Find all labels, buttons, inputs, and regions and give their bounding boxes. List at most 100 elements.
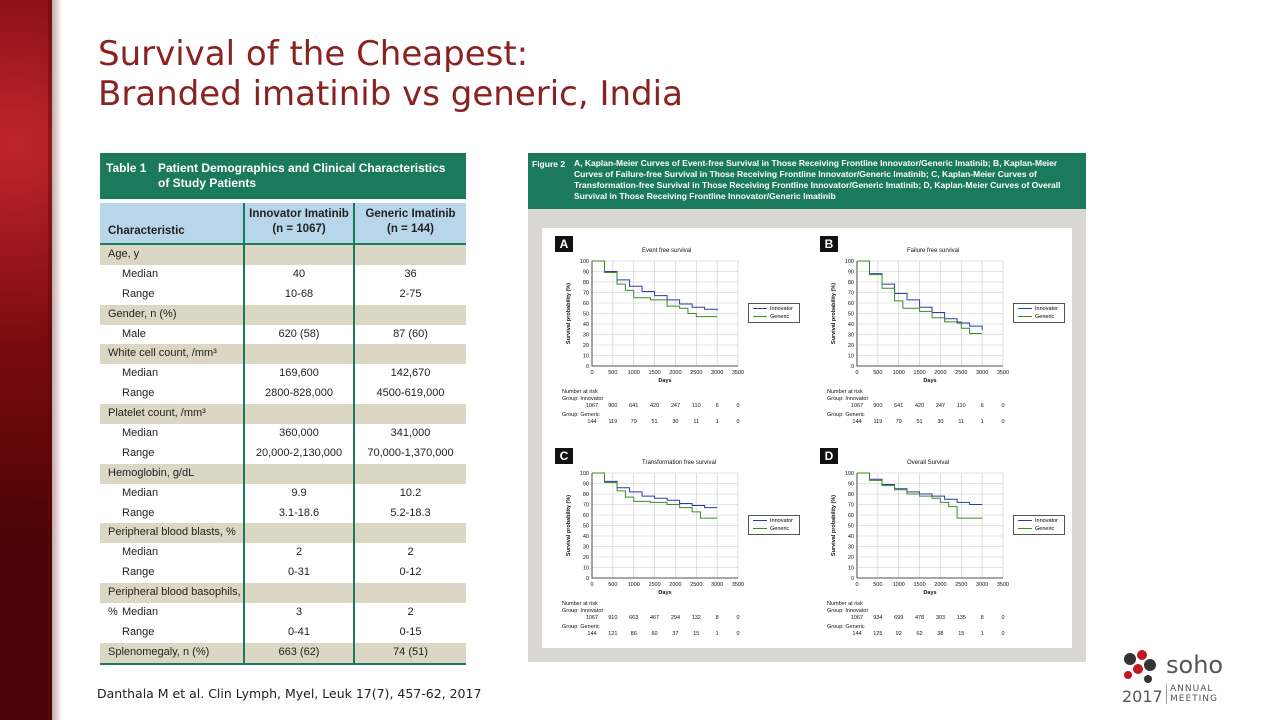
y-tick-label: 60 xyxy=(583,513,589,519)
x-tick-label: 1000 xyxy=(893,582,905,588)
legend: Innovator Generic xyxy=(748,515,800,535)
x-axis-label: Days xyxy=(923,590,936,596)
legend-swatch xyxy=(753,528,767,530)
table-cell-generic: 4500-619,000 xyxy=(353,384,466,405)
risk-value: 1067 xyxy=(585,403,599,409)
risk-value: 51 xyxy=(916,419,923,425)
slide-title-line1: Survival of the Cheapest: xyxy=(98,34,529,74)
x-axis-label: Days xyxy=(658,378,671,384)
panel-label: D xyxy=(820,448,838,464)
risk-group-label: Group: Generic xyxy=(827,624,865,630)
y-tick-label: 90 xyxy=(848,270,854,276)
table-cell-label: Range xyxy=(122,446,155,459)
table-cell-generic: 87 (60) xyxy=(353,324,466,345)
x-tick-label: 1500 xyxy=(648,582,660,588)
legend-swatch xyxy=(1018,316,1032,318)
table-row: Male 620 (58) 87 (60) xyxy=(100,324,466,345)
x-tick-label: 1500 xyxy=(913,370,925,376)
risk-value: 420 xyxy=(914,403,925,409)
risk-group-label: Group: Generic xyxy=(562,624,600,630)
table-cell-innovator: 2800-828,000 xyxy=(243,384,353,405)
table-row: Median 40 36 xyxy=(100,264,466,285)
table-cell-generic: 2 xyxy=(353,603,466,623)
y-tick-label: 60 xyxy=(848,301,854,307)
y-tick-label: 50 xyxy=(848,312,854,318)
risk-group-label: Group: Generic xyxy=(827,412,865,418)
risk-value: 6 xyxy=(715,403,719,409)
legend-label: Innovator xyxy=(770,306,793,312)
soho-molecule-icon xyxy=(1124,650,1156,683)
x-tick-label: 500 xyxy=(608,582,617,588)
series-line-generic xyxy=(857,472,983,519)
risk-value: 11 xyxy=(693,419,700,425)
table-row: Median 3 2 xyxy=(100,603,466,623)
x-tick-label: 2500 xyxy=(690,582,702,588)
y-tick-label: 100 xyxy=(580,259,589,265)
table-row: Range 0-41 0-15 xyxy=(100,622,466,643)
risk-value: 0 xyxy=(1001,403,1005,409)
risk-value: 110 xyxy=(956,403,966,409)
panel-label: B xyxy=(820,236,838,252)
x-tick-label: 1500 xyxy=(648,370,660,376)
risk-value: 1 xyxy=(715,419,719,425)
table-cell-innovator: 360,000 xyxy=(243,424,353,444)
column-header-generic-n: (n = 144) xyxy=(387,223,434,235)
risk-value: 420 xyxy=(649,403,660,409)
risk-value: 641 xyxy=(629,403,639,409)
table-cell-innovator: 20,000-2,130,000 xyxy=(243,443,353,464)
table-cell-innovator xyxy=(243,404,353,425)
y-tick-label: 50 xyxy=(583,524,589,530)
table-cell-innovator: 9.9 xyxy=(243,483,353,504)
legend: Innovator Generic xyxy=(748,303,800,323)
x-tick-label: 2000 xyxy=(669,582,681,588)
y-tick-label: 20 xyxy=(583,343,589,349)
table-cell-label: White cell count, /mm³ xyxy=(108,347,217,360)
table-cell-label: Range xyxy=(122,387,155,400)
y-tick-label: 70 xyxy=(583,291,589,297)
risk-value: 15 xyxy=(693,631,700,637)
y-tick-label: 60 xyxy=(583,301,589,307)
table-cell-generic xyxy=(353,245,466,265)
table-cell-generic: 0-15 xyxy=(353,622,466,643)
risk-value: 247 xyxy=(935,403,946,409)
slide-title-line2: Branded imatinib vs generic, India xyxy=(98,74,683,114)
series-line-generic xyxy=(592,260,718,318)
x-tick-label: 1000 xyxy=(628,370,640,376)
risk-value: 478 xyxy=(914,615,925,621)
risk-value: 0 xyxy=(736,419,740,425)
table-row: Age, y xyxy=(100,245,466,265)
table-cell-label: Range xyxy=(122,287,155,300)
y-tick-label: 40 xyxy=(583,322,589,328)
figure-caption: A, Kaplan-Meier Curves of Event-free Sur… xyxy=(574,158,1061,201)
table-cell-innovator: 40 xyxy=(243,264,353,285)
table-cell-generic: 2-75 xyxy=(353,284,466,305)
risk-value: 699 xyxy=(894,615,904,621)
legend-swatch xyxy=(753,308,767,310)
table-cell-label: Gender, n (%) xyxy=(108,307,177,320)
axes xyxy=(591,261,738,367)
table-cell-generic xyxy=(353,583,466,604)
risk-group-label: Group: Innovator xyxy=(562,396,604,402)
risk-value: 119 xyxy=(608,419,618,425)
risk-value: 125 xyxy=(873,631,883,637)
table-cell-label: Median xyxy=(122,367,159,380)
table-cell-generic: 70,000-1,370,000 xyxy=(353,443,466,464)
figure-label: Figure 2 xyxy=(532,159,566,169)
table-cell-innovator xyxy=(243,523,353,544)
table-row: Range 3.1-18.6 5.2-18.3 xyxy=(100,503,466,524)
legend-label: Generic xyxy=(770,314,790,320)
table-cell-innovator: 0-41 xyxy=(243,622,353,643)
y-tick-label: 20 xyxy=(848,555,854,561)
risk-value: 467 xyxy=(649,615,660,621)
x-tick-label: 1500 xyxy=(913,582,925,588)
logo-meeting: MEETING xyxy=(1170,694,1218,704)
table-cell-label: Median xyxy=(122,486,159,499)
table-bottom-rule xyxy=(100,662,466,665)
table-row: Median 9.9 10.2 xyxy=(100,483,466,504)
decorative-side-band xyxy=(0,0,62,720)
y-tick-label: 40 xyxy=(583,534,589,540)
y-tick-label: 60 xyxy=(848,513,854,519)
table-cell-label: Median xyxy=(122,267,159,280)
